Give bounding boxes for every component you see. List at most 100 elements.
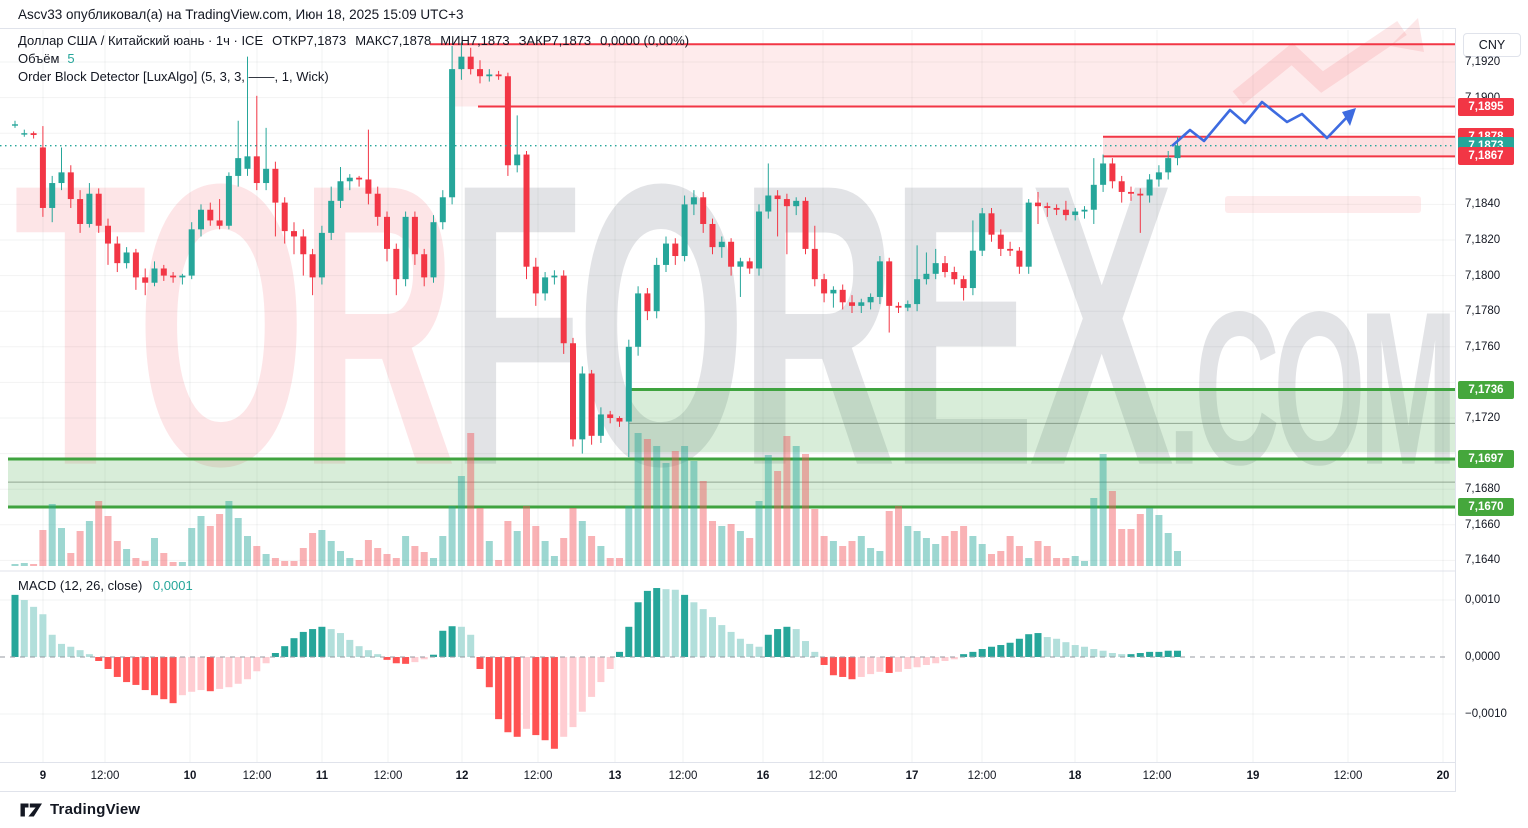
volume-bar [783, 436, 791, 566]
candle-down [960, 279, 967, 289]
volume-bar [634, 433, 642, 566]
candle-down [1053, 207, 1060, 210]
volume-bar [76, 531, 84, 566]
symbol-title[interactable]: Доллар США / Китайский юань · 1ч · ICE [18, 33, 264, 48]
macd-histogram-bar [1053, 638, 1061, 657]
macd-histogram-bar [606, 657, 614, 669]
volume-bar [262, 554, 270, 566]
volume-bar [867, 548, 875, 566]
candle-up [1174, 145, 1181, 159]
macd-histogram-bar [346, 639, 354, 657]
macd-histogram-bar [85, 654, 93, 657]
volume-bar [643, 439, 651, 566]
price-level-badge: 7,1736 [1458, 380, 1514, 399]
volume-bar [988, 554, 995, 566]
macd-histogram-bar [76, 650, 84, 657]
time-axis-label: 13 [608, 770, 622, 782]
candle-up [551, 275, 558, 278]
macd-histogram-bar [885, 657, 893, 673]
volume-bar [355, 560, 363, 566]
volume-bar [569, 508, 577, 566]
macd-histogram-bar [941, 657, 949, 661]
macd-histogram-bar [523, 657, 530, 729]
macd-histogram-bar [774, 629, 782, 657]
macd-histogram-bar [1118, 654, 1126, 657]
orderblock-indicator-title[interactable]: Order Block Detector [LuxAlgo] [18, 69, 198, 84]
macd-histogram-bar [485, 657, 493, 688]
macd-histogram-bar [541, 657, 549, 741]
macd-histogram-bar [448, 626, 456, 657]
volume-bar [392, 558, 400, 566]
tradingview-logo-link[interactable]: TradingView [20, 801, 140, 818]
candle-up [1155, 172, 1162, 180]
candle-up [579, 373, 586, 440]
volume-bar [1062, 558, 1070, 566]
orderblock-legend-row: Order Block Detector [LuxAlgo] (5, 3, 3,… [18, 69, 689, 84]
volume-bar [1127, 529, 1135, 566]
candle-up [430, 222, 437, 278]
candle-up [188, 229, 195, 276]
volume-bar [244, 536, 251, 566]
price-axis[interactable]: CNY 7,19207,19007,18407,18207,18007,1780… [1455, 28, 1528, 792]
macd-axis-label: 0,0010 [1465, 594, 1501, 606]
macd-histogram-bar [950, 657, 958, 660]
time-axis-label: 9 [39, 770, 47, 782]
candle-down [114, 243, 121, 264]
candle-down [281, 202, 288, 232]
macd-histogram-bar [1043, 637, 1051, 657]
macd-histogram-bar [58, 643, 65, 657]
volume-bar [504, 521, 512, 566]
macd-histogram-bar [727, 631, 735, 657]
volume-bar [141, 561, 149, 566]
volume-bar [113, 541, 121, 566]
macd-histogram-bar [253, 657, 261, 672]
macd-histogram-bar [309, 629, 317, 657]
volume-bar [11, 564, 19, 566]
candle-up [318, 232, 325, 278]
macd-histogram-bar [718, 625, 726, 657]
macd-title[interactable]: MACD [18, 578, 57, 593]
time-axis[interactable]: 9 12:00 10 12:00 11 12:00 12 12:00 13 12:00 16 12:0… [0, 762, 1455, 792]
symbol-legend: Доллар США / Китайский юань · 1ч · ICE ОТ… [18, 33, 689, 84]
currency-scale-button[interactable]: CNY [1463, 33, 1521, 57]
volume-bar [104, 516, 112, 566]
volume-bar [1155, 515, 1163, 566]
volume-bar [913, 531, 921, 566]
time-axis-label: 20 [1436, 770, 1450, 782]
macd-histogram-bar [653, 588, 661, 657]
candle-down [504, 76, 511, 166]
volume-bar [290, 561, 298, 566]
volume-bar [327, 541, 335, 566]
time-axis-label: 12:00 [967, 770, 997, 782]
time-axis-label: 10 [183, 770, 197, 782]
macd-histogram-bar [318, 626, 326, 657]
candle-up [244, 156, 251, 169]
candle-down [1035, 202, 1041, 207]
candle-up [486, 74, 493, 77]
macd-histogram-bar [402, 657, 410, 664]
macd-histogram-bar [504, 657, 512, 733]
volume-value: 5 [67, 51, 75, 66]
volume-bar [234, 518, 242, 566]
volume-bar [653, 446, 661, 566]
time-axis-label: 16 [756, 770, 770, 782]
macd-histogram-bar [48, 634, 56, 657]
volume-bar [885, 511, 893, 566]
time-axis-label: 12:00 [90, 770, 120, 782]
volume-bar [364, 540, 372, 566]
macd-histogram-bar [364, 650, 372, 657]
macd-histogram-bar [532, 657, 540, 736]
volume-label[interactable]: Объём [18, 51, 60, 66]
candle-down [709, 223, 716, 248]
volume-bar [430, 558, 437, 566]
macd-histogram-bar [597, 657, 605, 683]
macd-histogram-bar [20, 600, 28, 657]
candle-up [198, 209, 204, 230]
macd-histogram-bar [216, 657, 224, 689]
macd-histogram-bar [11, 594, 19, 657]
volume-bar [1006, 536, 1014, 566]
price-axis-label: 7,1680 [1465, 483, 1501, 496]
volume-bar [346, 558, 354, 566]
macd-histogram-bar [904, 657, 912, 669]
